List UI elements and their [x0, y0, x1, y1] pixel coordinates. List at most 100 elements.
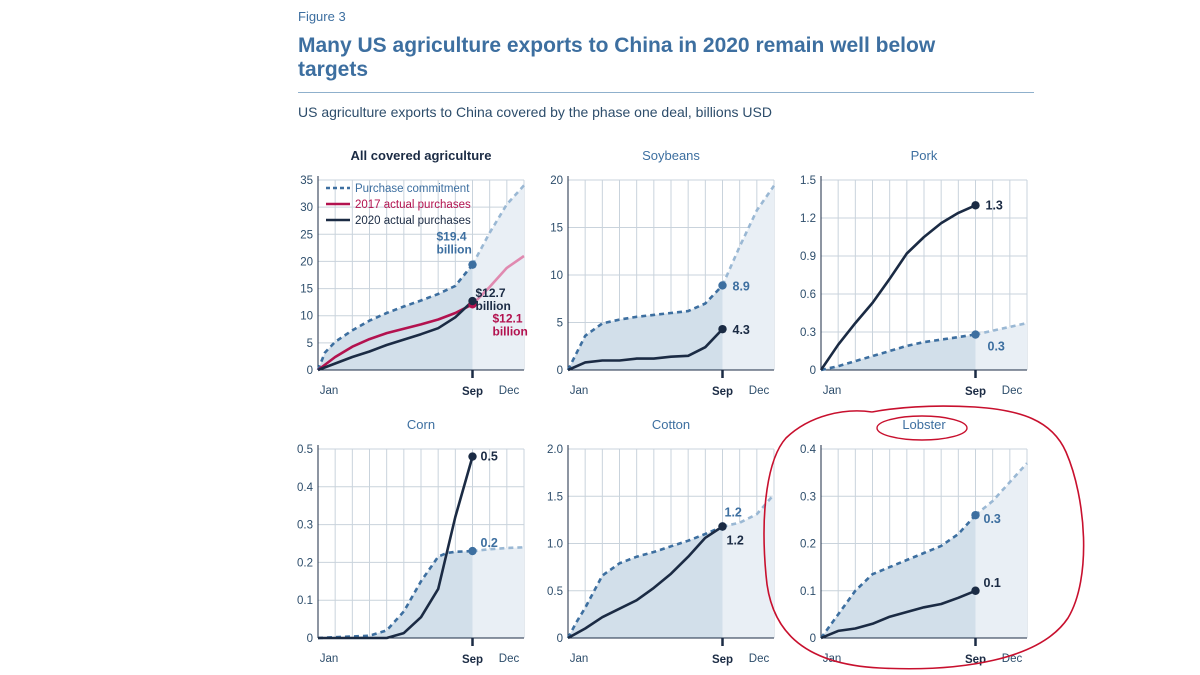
title-rule: [298, 92, 1034, 93]
x-tick-label: Dec: [499, 653, 520, 665]
label-commitment-value: 1.2: [725, 505, 742, 519]
marker-2020-sep: [971, 586, 980, 595]
commitment-area: [568, 285, 723, 370]
marker-2020-sep: [468, 296, 477, 306]
y-tick-label: 0.2: [297, 557, 313, 569]
y-tick-label: 0.3: [297, 520, 313, 532]
label-2020-value: 1.2: [727, 533, 744, 547]
annotation-circle-lobster-panel: [763, 405, 1085, 670]
y-tick-label: 0.5: [547, 586, 563, 598]
commitment-area: [821, 334, 976, 370]
panel-title: Corn: [407, 417, 435, 432]
x-tick-label: Jan: [570, 653, 589, 665]
x-tick-label: Sep: [712, 386, 733, 398]
y-tick-label: 25: [300, 229, 313, 241]
y-tick-label: 30: [300, 202, 313, 214]
label-commitment-value: 0.3: [988, 340, 1005, 354]
y-tick-label: 20: [300, 256, 313, 268]
line-2020-actual: [317, 300, 474, 372]
label-2020-value: 4.3: [733, 323, 750, 337]
y-tick-label: 5: [557, 318, 563, 330]
legend-label: 2017 actual purchases: [355, 199, 471, 211]
panel-title: All covered agriculture: [351, 148, 492, 163]
legend: Purchase commitment 2017 actual purchases…: [326, 183, 471, 227]
marker-commitment-sep: [971, 510, 980, 520]
y-tick-label: 0.1: [297, 595, 313, 607]
y-tick-label: 0.2: [800, 539, 816, 551]
label-2020-value: 1.3: [986, 198, 1003, 212]
line-2020-actual: [567, 525, 724, 640]
line-purchase-commitment: [819, 514, 977, 639]
commitment-area: [318, 551, 473, 638]
label-commitment-value: $19.4 billion: [437, 230, 472, 257]
marker-2020-sep: [718, 324, 727, 334]
y-tick-label: 5: [307, 338, 313, 350]
figure-title: Many US agriculture exports to China in …: [298, 34, 936, 81]
line-2017-actual: [317, 303, 474, 372]
label-2020-value: $12.7 billion: [476, 286, 511, 313]
y-tick-label: 1.5: [800, 175, 816, 187]
y-tick-label: 0: [307, 633, 313, 645]
y-tick-label: 2.0: [547, 444, 563, 456]
line-2020-actual: [819, 204, 977, 371]
commitment-area: [568, 526, 723, 638]
x-tick-label: Jan: [823, 653, 842, 665]
y-tick-label: 0: [810, 633, 816, 645]
annotation-circle-lobster-title: [876, 415, 968, 441]
y-tick-label: 15: [300, 284, 313, 296]
x-tick-label: Jan: [320, 653, 339, 665]
x-tick-label: Sep: [965, 386, 986, 398]
y-tick-label: 35: [300, 175, 313, 187]
y-tick-label: 1.0: [547, 539, 563, 551]
commitment-area: [821, 515, 976, 638]
x-tick-label: Dec: [749, 653, 770, 665]
label-2020-value: 0.1: [984, 576, 1001, 590]
line-2020-actual: [318, 456, 474, 640]
line-2020-actual: [567, 328, 724, 372]
label-commitment-value: 0.2: [481, 536, 498, 550]
commitment-area-projected: [472, 547, 524, 638]
y-tick-label: 0.6: [800, 289, 816, 301]
line-purchase-commitment-projected: [471, 184, 525, 266]
line-purchase-commitment-projected: [721, 184, 776, 286]
label-commitment-value: 0.3: [984, 512, 1001, 526]
x-tick-label: Jan: [570, 385, 589, 397]
line-purchase-commitment-projected: [974, 462, 1028, 517]
commitment-area-projected: [722, 185, 774, 370]
x-tick-label: Sep: [462, 386, 483, 398]
line-2017-actual-after-sep: [471, 254, 525, 306]
figure-label: Figure 3: [298, 9, 346, 24]
y-tick-label: 1.5: [547, 491, 563, 503]
label-2020-value: 0.5: [481, 450, 498, 464]
y-tick-label: 0: [307, 365, 313, 377]
y-tick-label: 20: [550, 175, 563, 187]
panel-title: Cotton: [652, 417, 690, 432]
y-tick-label: 0.3: [800, 327, 816, 339]
chart-panel-1: All covered agriculture 0 5 10 15 20 25 30 35 Jan…: [300, 148, 528, 398]
marker-commitment-sep: [468, 546, 477, 556]
marker-commitment-sep: [718, 281, 727, 290]
y-tick-label: 1.2: [800, 213, 816, 225]
panel-title: Soybeans: [642, 148, 700, 163]
y-tick-label: 15: [550, 223, 563, 235]
line-2020-actual: [820, 589, 976, 640]
panel-title: Lobster: [902, 417, 946, 432]
legend-label: Purchase commitment: [355, 183, 470, 195]
line-purchase-commitment: [566, 284, 724, 371]
x-tick-label: Dec: [1002, 385, 1023, 397]
chart-panel-5: Cotton 0 0.5 1.0 1.5 2.0 Jan Sep Dec 1.2 1.2: [547, 417, 775, 666]
marker-commitment-sep: [971, 330, 980, 339]
y-tick-label: 0: [810, 365, 816, 377]
chart-panel-2: Soybeans 0 5 10 15 20 Jan Sep Dec 8.9 4.3: [550, 148, 776, 398]
y-tick-label: 0: [557, 633, 563, 645]
y-tick-label: 0: [557, 365, 563, 377]
y-tick-label: 0.9: [800, 251, 816, 263]
chart-panel-3: Pork 0 0.3 0.6 0.9 1.2 1.5 Jan Sep Dec 0.3 1.3: [800, 148, 1028, 398]
line-purchase-commitment: [566, 525, 724, 639]
y-tick-label: 0.4: [297, 482, 314, 494]
y-tick-label: 10: [550, 270, 563, 282]
panel-title: Pork: [911, 148, 938, 163]
commitment-area-projected: [975, 463, 1027, 638]
